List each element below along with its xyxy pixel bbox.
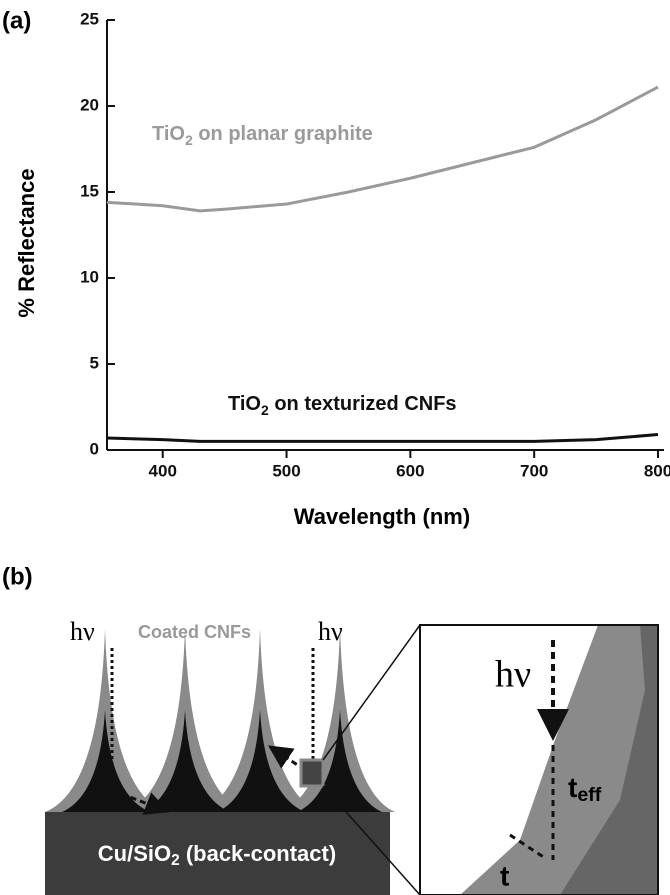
x-tick-label: 600	[396, 461, 424, 480]
coating-label: Coated CNFs	[138, 622, 251, 642]
y-tick-label: 20	[80, 95, 99, 114]
panel-label: (b)	[2, 563, 33, 590]
series-line	[106, 433, 659, 443]
plot: 0 5 10 15 20 25 400 500 600 700 800 TiO2 on planar …	[80, 9, 670, 480]
inset: hν teff t	[419, 624, 659, 895]
y-tick-label: 5	[90, 353, 99, 372]
y-tick-label: 25	[80, 9, 99, 28]
y-tick-label: 15	[80, 181, 99, 200]
t-eff-label: teff	[568, 772, 602, 806]
y-axis-label: % Reflectance	[14, 168, 39, 317]
y-tick-label: 0	[90, 439, 99, 458]
x-axis-label: Wavelength (nm)	[294, 504, 470, 529]
photon-label: hν	[318, 617, 343, 646]
substrate	[45, 812, 390, 895]
series-label: TiO2 on texturized CNFs	[228, 393, 457, 417]
substrate-label: Cu/SiO2 (back-contact)	[98, 841, 336, 869]
x-tick-label: 700	[520, 461, 548, 480]
x-tick-label: 500	[272, 461, 300, 480]
x-tick-label: 400	[149, 461, 177, 480]
panel-label: (a)	[2, 7, 31, 34]
series-label: TiO2 on planar graphite	[152, 123, 373, 147]
x-tick-label: 800	[644, 461, 670, 480]
t-label: t	[500, 860, 509, 891]
cnf-array	[45, 628, 395, 812]
diagram: (b) Cu/SiO2 (back-contact) hν hν Coated …	[2, 563, 659, 895]
series-line	[106, 85, 659, 213]
y-tick-label: 10	[80, 267, 99, 286]
photon-label: hν	[70, 617, 95, 646]
zoom-box	[299, 758, 325, 788]
photon-label: hν	[495, 654, 531, 696]
